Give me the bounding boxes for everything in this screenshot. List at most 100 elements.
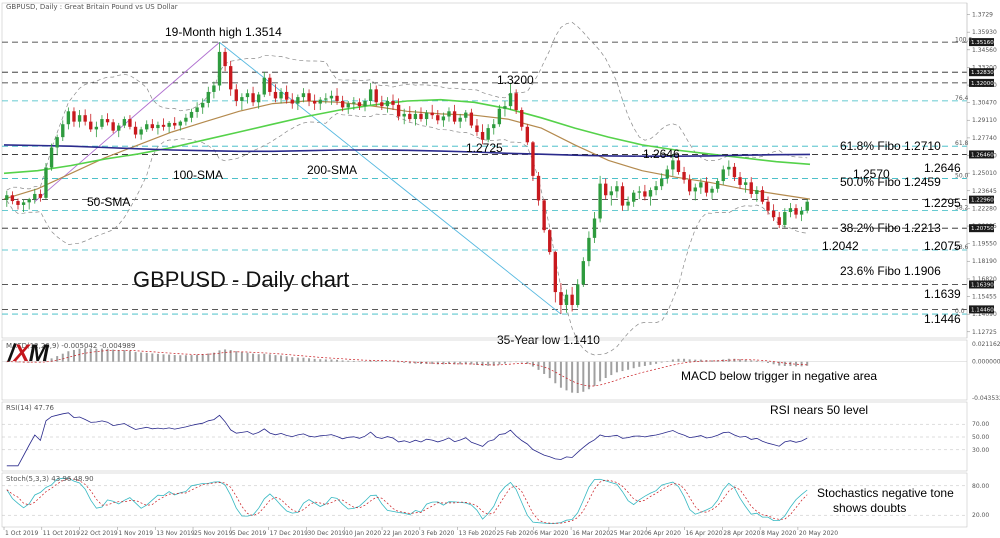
macd-bar xyxy=(739,359,742,362)
macd-bar xyxy=(263,353,266,362)
macd-bar xyxy=(649,361,652,365)
macd-bar xyxy=(352,360,355,362)
macd-bar xyxy=(28,361,31,363)
candle-body xyxy=(643,191,647,197)
candle-body xyxy=(402,113,406,117)
candle xyxy=(755,186,759,202)
macd-panel: 0.021162 0.000000 -0.043532 xyxy=(1,339,1000,402)
macd-bar xyxy=(252,353,255,362)
macd-bar xyxy=(72,349,75,362)
price-tag-label: 1.14460 xyxy=(971,307,994,313)
macd-bar xyxy=(207,353,210,362)
candle xyxy=(559,283,563,315)
candle-body xyxy=(553,252,558,293)
macd-bar xyxy=(515,361,518,363)
candle xyxy=(318,97,322,111)
candle xyxy=(251,86,255,107)
logo-x: X xyxy=(13,340,30,367)
candle-body xyxy=(592,218,597,238)
candle-body xyxy=(44,167,48,198)
time-tick-label: 13 Nov 2019 xyxy=(156,530,195,537)
candle xyxy=(44,162,48,200)
candle-body xyxy=(671,160,675,170)
candle xyxy=(464,110,468,122)
price-tag-label: 1.32830 xyxy=(971,70,994,76)
candle xyxy=(687,174,692,196)
candle xyxy=(16,198,20,210)
price-tick-label: 1.34560 xyxy=(972,47,997,54)
candle-body xyxy=(33,193,37,200)
candle xyxy=(156,121,160,135)
candle-body xyxy=(223,51,227,67)
price-tick-label: 1.19550 xyxy=(972,241,997,248)
chart-title: GBPUSD - Daily chart xyxy=(133,267,349,292)
candle-body xyxy=(296,97,300,104)
logo-slash: / xyxy=(8,340,15,367)
rsi-tick-label: 70.00 xyxy=(972,421,989,428)
candle-body xyxy=(66,111,71,125)
annotation-1-2042: 1.2042 xyxy=(822,239,859,253)
macd-bar xyxy=(218,350,221,362)
candle-body xyxy=(16,201,20,205)
candle xyxy=(5,190,9,207)
candle xyxy=(66,107,71,130)
candle-body xyxy=(464,112,468,118)
price-tag-label: 1.20750 xyxy=(971,226,994,232)
candle-body xyxy=(609,191,613,196)
candle xyxy=(368,82,373,105)
time-tick-label: 13 Feb 2020 xyxy=(459,530,497,537)
macd-bar xyxy=(112,349,115,362)
candle-body xyxy=(167,122,171,127)
macd-bar xyxy=(464,361,467,364)
candle-body xyxy=(436,115,440,121)
macd-bar xyxy=(229,350,232,362)
price-tag-label: 1.16390 xyxy=(971,282,994,288)
candle-body xyxy=(318,99,322,104)
macd-bar xyxy=(145,352,148,362)
macd-bar xyxy=(727,358,730,362)
candle-body xyxy=(654,186,658,191)
candle-body xyxy=(111,122,115,131)
macd-bar xyxy=(783,361,786,366)
candle-body xyxy=(721,169,725,182)
candle-body xyxy=(620,186,625,206)
candle-body xyxy=(273,91,278,99)
macd-bar xyxy=(604,361,607,379)
macd-bar xyxy=(184,355,187,362)
macd-bar xyxy=(537,361,540,370)
macd-bar xyxy=(632,361,635,369)
annotation-50-sma: 50-SMA xyxy=(87,195,130,209)
candle-body xyxy=(201,102,205,108)
macd-bar xyxy=(330,359,333,362)
macd-bar xyxy=(56,356,59,362)
macd-bar xyxy=(638,361,641,367)
candle-body xyxy=(352,102,356,104)
candle xyxy=(49,143,54,171)
stoch-k-line xyxy=(6,477,808,525)
macd-bar xyxy=(655,361,658,364)
candle-body xyxy=(212,85,216,92)
macd-bar xyxy=(593,361,596,386)
candle-body xyxy=(49,147,54,168)
candle xyxy=(508,82,513,111)
candle xyxy=(340,95,345,112)
time-tick-label: 8 May 2020 xyxy=(761,530,796,537)
candle xyxy=(699,178,703,194)
candle xyxy=(161,118,166,131)
candle-body xyxy=(682,172,686,180)
macd-bar xyxy=(565,361,568,391)
candle xyxy=(128,115,132,130)
candle xyxy=(587,231,591,267)
candle xyxy=(296,94,300,111)
macd-bar xyxy=(414,361,417,364)
macd-bar xyxy=(492,361,495,366)
macd-bar xyxy=(627,361,630,370)
sma-line-2 xyxy=(3,144,811,157)
candle xyxy=(458,113,462,129)
macd-bar xyxy=(582,361,585,392)
candle-body xyxy=(117,125,121,131)
candle xyxy=(486,124,490,143)
annotation-fibo-23-6: 23.6% Fibo 1.1906 xyxy=(840,264,941,278)
candle-body xyxy=(715,181,720,189)
